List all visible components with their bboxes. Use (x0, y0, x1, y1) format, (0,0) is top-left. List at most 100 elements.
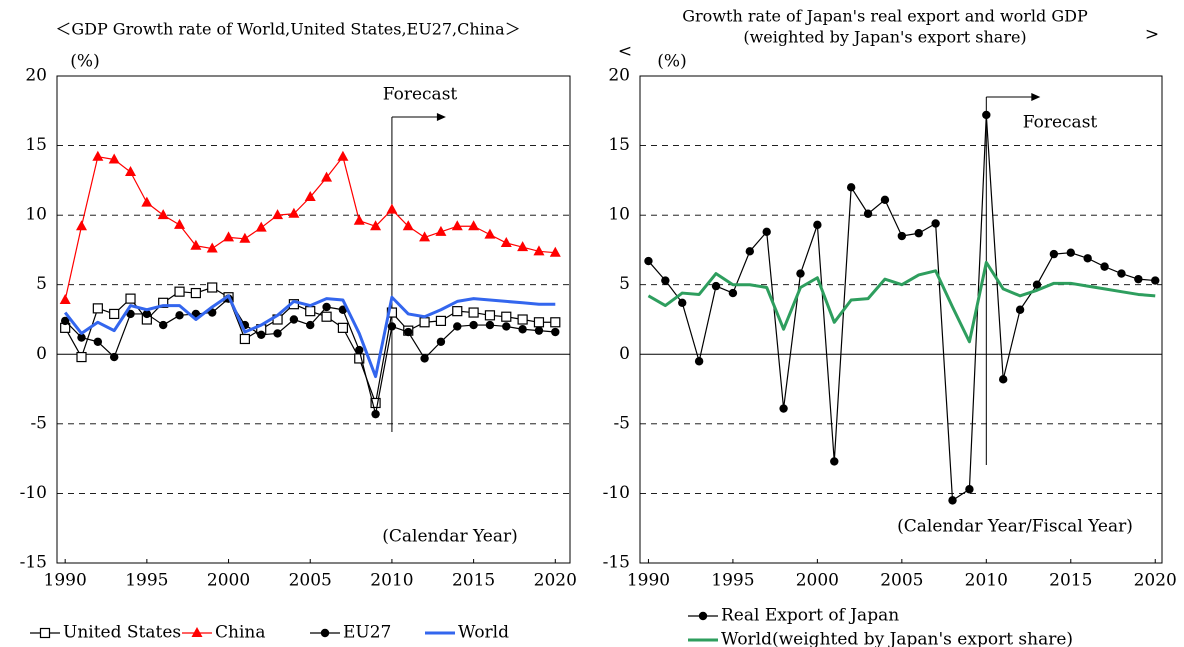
data-point (190, 239, 202, 250)
y-tick-label: 5 (36, 274, 47, 294)
data-point (484, 310, 496, 321)
title-mark: < (618, 42, 632, 62)
y-tick-label: -15 (20, 553, 47, 573)
data-point (419, 231, 431, 242)
chart-title: (weighted by Japan's export share) (743, 28, 1026, 47)
data-point (931, 219, 940, 228)
data-point (435, 225, 447, 236)
data-point (518, 325, 527, 334)
data-point (762, 227, 771, 237)
plot-frame (56, 75, 571, 564)
series-line (63, 294, 556, 379)
x-tick-label: 2015 (1049, 571, 1092, 591)
data-point (109, 352, 119, 362)
forecast-label: Forecast (383, 85, 458, 105)
data-point (914, 229, 923, 238)
data-point (1049, 249, 1059, 259)
data-point (272, 209, 284, 220)
title-mark: > (1145, 25, 1159, 45)
x-tick-label: 2020 (534, 571, 577, 591)
data-point (125, 293, 136, 304)
data-point (419, 317, 430, 328)
data-point (92, 150, 104, 161)
legend-label: China (215, 623, 265, 643)
data-point (174, 218, 186, 229)
legend-label: United States (63, 623, 181, 643)
legend-marker (320, 628, 330, 638)
data-point (353, 214, 365, 225)
data-point (337, 322, 349, 333)
x-tick-label: 2010 (965, 571, 1008, 591)
data-point (174, 286, 185, 297)
data-point (321, 311, 332, 322)
y-tick-label: 15 (608, 135, 630, 155)
data-point (321, 171, 333, 182)
legend-marker (39, 627, 51, 639)
y-tick-label: -15 (603, 553, 630, 573)
x-tick-label: 2000 (207, 571, 250, 591)
data-point (158, 297, 169, 308)
chart-title: ＜GDP Growth rate of World,United States,… (55, 20, 520, 39)
data-point (517, 241, 529, 252)
x-tick-label: 2010 (370, 571, 413, 591)
series-line (64, 156, 556, 301)
data-point (451, 220, 463, 231)
data-point (1083, 254, 1092, 263)
data-point (452, 306, 463, 317)
y-tick-label: 10 (608, 205, 630, 225)
x-tick-label: 1995 (711, 571, 754, 591)
x-tick-label: 2000 (796, 571, 839, 591)
legend-label: World (458, 623, 509, 643)
data-point (435, 315, 447, 326)
data-point (1032, 280, 1042, 289)
data-point (288, 207, 300, 218)
x-tick-label: 2020 (1134, 571, 1177, 591)
forecast-arrowhead (436, 113, 446, 121)
data-point (1100, 262, 1109, 271)
chart-title: Growth rate of Japan's real export and w… (682, 7, 1088, 26)
data-point (59, 294, 71, 305)
data-point (661, 276, 670, 285)
data-point (436, 337, 446, 346)
y-tick-label: -10 (603, 483, 630, 503)
data-point (190, 287, 201, 299)
period-note: (Calendar Year) (382, 527, 517, 547)
data-point (126, 309, 135, 319)
data-point (517, 314, 528, 325)
data-point (304, 191, 316, 202)
data-point (239, 232, 251, 243)
data-point (813, 220, 822, 230)
data-point (239, 333, 250, 345)
data-point (501, 311, 512, 322)
x-tick-label: 1995 (125, 571, 168, 591)
data-point (257, 330, 266, 340)
data-point (965, 485, 974, 494)
data-point (469, 320, 478, 330)
data-point (322, 302, 331, 312)
data-point (485, 320, 495, 330)
data-point (386, 203, 398, 214)
y-unit: (%) (657, 52, 686, 72)
data-point (371, 409, 380, 419)
data-point (468, 220, 480, 231)
data-point (1151, 276, 1160, 285)
forecast-arrowhead (1031, 93, 1041, 101)
data-point (157, 209, 169, 220)
data-point (863, 209, 873, 218)
y-tick-label: -5 (30, 413, 47, 433)
y-tick-label: -5 (613, 413, 630, 433)
period-note: (Calendar Year/Fiscal Year) (897, 517, 1133, 537)
data-point (158, 320, 168, 330)
data-point (551, 327, 560, 337)
x-tick-label: 1990 (627, 571, 670, 591)
data-point (76, 220, 88, 231)
data-point (305, 306, 316, 317)
data-point (337, 150, 349, 161)
legend-marker (191, 627, 203, 637)
data-point (502, 322, 511, 331)
data-point (745, 247, 755, 256)
data-point (370, 220, 382, 231)
y-tick-label: 20 (25, 66, 47, 86)
data-point (387, 322, 397, 331)
